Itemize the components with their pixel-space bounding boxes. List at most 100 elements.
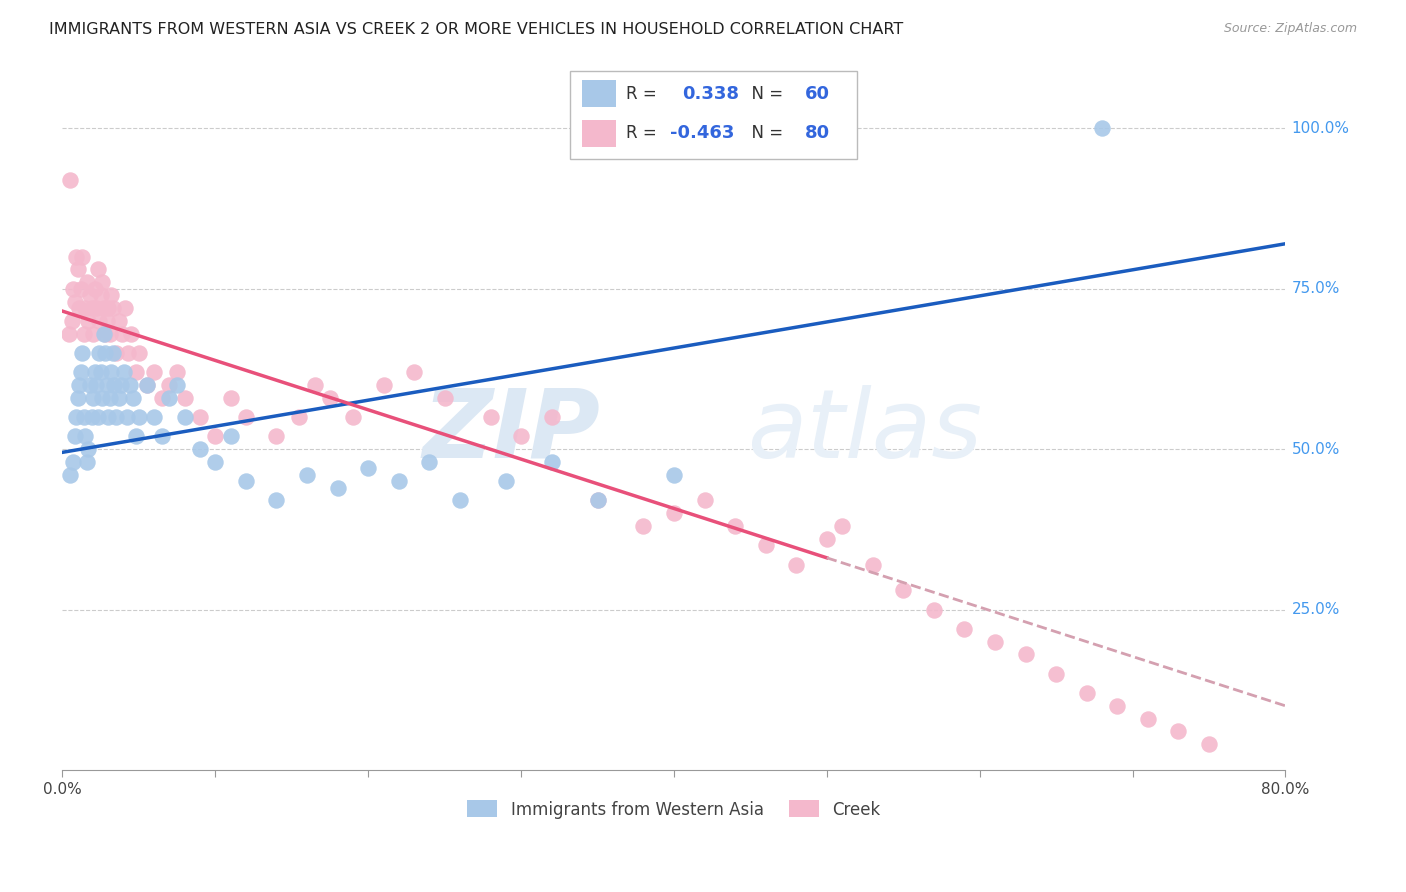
Point: [77, 314, 100, 328]
Point: [96, 378, 118, 392]
Point: [143, 365, 166, 379]
Point: [108, 391, 131, 405]
Point: [79, 288, 101, 302]
Point: [93, 326, 115, 341]
Point: [65, 410, 87, 425]
Point: [173, 410, 195, 425]
Point: [662, 506, 685, 520]
Point: [108, 314, 131, 328]
Point: [111, 326, 134, 341]
Point: [84, 378, 107, 392]
Point: [76, 275, 98, 289]
Text: -0.463: -0.463: [671, 124, 735, 142]
Point: [235, 474, 257, 488]
Point: [101, 301, 124, 315]
Point: [815, 532, 838, 546]
Point: [100, 365, 122, 379]
Point: [204, 429, 226, 443]
Point: [73, 326, 96, 341]
Point: [219, 429, 242, 443]
Point: [83, 282, 105, 296]
Point: [90, 288, 112, 302]
Text: R =: R =: [626, 85, 668, 103]
Point: [118, 378, 141, 392]
Point: [67, 378, 90, 392]
Point: [103, 378, 125, 392]
Text: N =: N =: [741, 124, 789, 142]
Point: [693, 493, 716, 508]
Point: [540, 455, 562, 469]
Text: R =: R =: [626, 124, 662, 142]
Point: [75, 301, 97, 315]
Point: [288, 410, 311, 425]
Point: [98, 391, 121, 405]
Point: [84, 301, 107, 315]
Point: [115, 410, 138, 425]
Point: [105, 410, 128, 425]
Point: [319, 391, 342, 405]
Point: [82, 391, 104, 405]
Point: [495, 474, 517, 488]
Point: [150, 429, 173, 443]
Point: [785, 558, 807, 572]
Point: [80, 301, 103, 315]
Point: [173, 391, 195, 405]
Point: [69, 365, 91, 379]
Legend: Immigrants from Western Asia, Creek: Immigrants from Western Asia, Creek: [461, 794, 887, 825]
Point: [159, 391, 181, 405]
Point: [266, 429, 288, 443]
Text: 50.0%: 50.0%: [1292, 442, 1340, 457]
Bar: [582, 80, 616, 107]
Point: [98, 326, 121, 341]
Point: [724, 519, 747, 533]
Point: [295, 467, 318, 482]
Point: [831, 519, 853, 533]
Bar: [582, 120, 616, 146]
Point: [82, 326, 104, 341]
Point: [94, 346, 117, 360]
Point: [1045, 666, 1067, 681]
Point: [404, 365, 426, 379]
Point: [65, 250, 87, 264]
Point: [1014, 648, 1036, 662]
Point: [72, 250, 94, 264]
Point: [188, 442, 211, 456]
Text: 0.338: 0.338: [682, 85, 740, 103]
Point: [953, 622, 976, 636]
Point: [922, 602, 945, 616]
Point: [112, 365, 135, 379]
Point: [1091, 121, 1114, 136]
Point: [105, 346, 128, 360]
Text: atlas: atlas: [748, 384, 983, 477]
Point: [97, 301, 120, 315]
Point: [75, 429, 97, 443]
Point: [433, 391, 456, 405]
Text: 100.0%: 100.0%: [1292, 120, 1350, 136]
Point: [449, 493, 471, 508]
Text: 80: 80: [804, 124, 830, 142]
Point: [59, 467, 82, 482]
Point: [110, 378, 132, 392]
Point: [73, 410, 96, 425]
Point: [326, 481, 349, 495]
Text: 60: 60: [804, 85, 830, 103]
Point: [586, 493, 609, 508]
Point: [114, 301, 136, 315]
Point: [135, 378, 157, 392]
Point: [101, 346, 124, 360]
Point: [479, 410, 502, 425]
Point: [86, 410, 108, 425]
Point: [72, 346, 94, 360]
Point: [235, 410, 257, 425]
Point: [100, 288, 122, 302]
Point: [76, 455, 98, 469]
Point: [59, 172, 82, 186]
Point: [69, 282, 91, 296]
Point: [121, 391, 143, 405]
Point: [586, 493, 609, 508]
Point: [755, 538, 778, 552]
Point: [1167, 724, 1189, 739]
Point: [63, 294, 86, 309]
Point: [128, 410, 150, 425]
Point: [166, 365, 188, 379]
